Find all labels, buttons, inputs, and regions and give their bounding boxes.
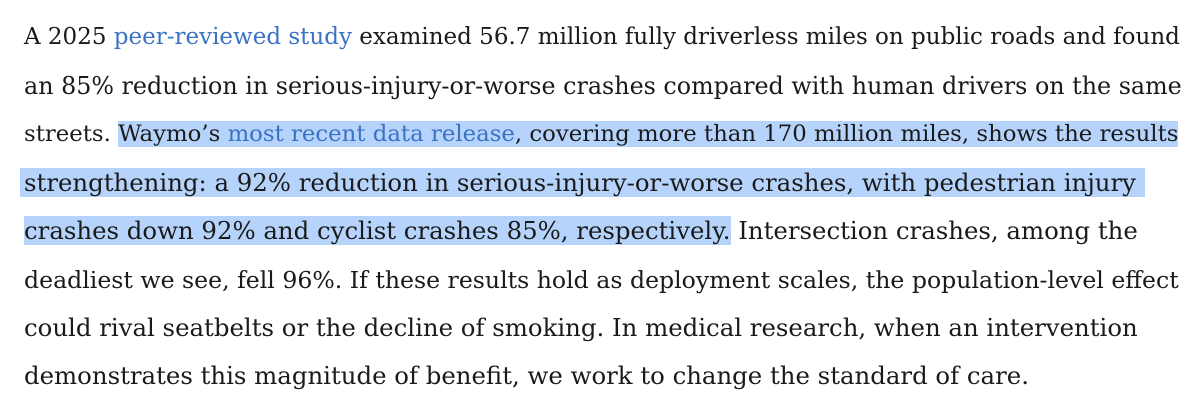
paragraph-line-4: strengthening: a 92% reduction in seriou… [20,159,1145,207]
text-segment: deadliest we see, fell 96%. If these res… [24,266,1179,294]
selected-text: strengthening: a 92% reduction in seriou… [20,168,1145,197]
data-release-link[interactable]: most recent data release [227,121,515,147]
text-segment: Intersection crashes, among the [730,216,1138,245]
text-segment: examined 56.7 million fully driverless m… [351,24,1180,50]
paragraph-line-5: crashes down 92% and cyclist crashes 85%… [24,207,1138,255]
paragraph-line-7: could rival seatbelts or the decline of … [24,304,1138,352]
text-segment: an 85% reduction in serious-injury-or-wo… [24,72,1182,100]
paragraph-line-2: an 85% reduction in serious-injury-or-wo… [24,62,1182,110]
paragraph-line-3: streets. Waymo’s most recent data releas… [24,110,1179,158]
peer-reviewed-study-link[interactable]: peer-reviewed study [113,24,352,50]
text-segment: , covering more than 170 million miles, … [514,121,1179,147]
paragraph-line-6: deadliest we see, fell 96%. If these res… [24,256,1179,304]
selected-text: crashes down 92% and cyclist crashes 85%… [24,216,731,245]
text-segment: Waymo’s [118,121,228,147]
paragraph-line-8: demonstrates this magnitude of benefit, … [24,352,1029,400]
selected-text: Waymo’s most recent data release, coveri… [118,121,1179,147]
text-segment: streets. [24,121,119,147]
paragraph-line-1: A 2025 peer-reviewed study examined 56.7… [24,13,1180,61]
text-segment: demonstrates this magnitude of benefit, … [24,361,1029,390]
text-segment: could rival seatbelts or the decline of … [24,313,1138,342]
text-segment: A 2025 [24,24,114,50]
